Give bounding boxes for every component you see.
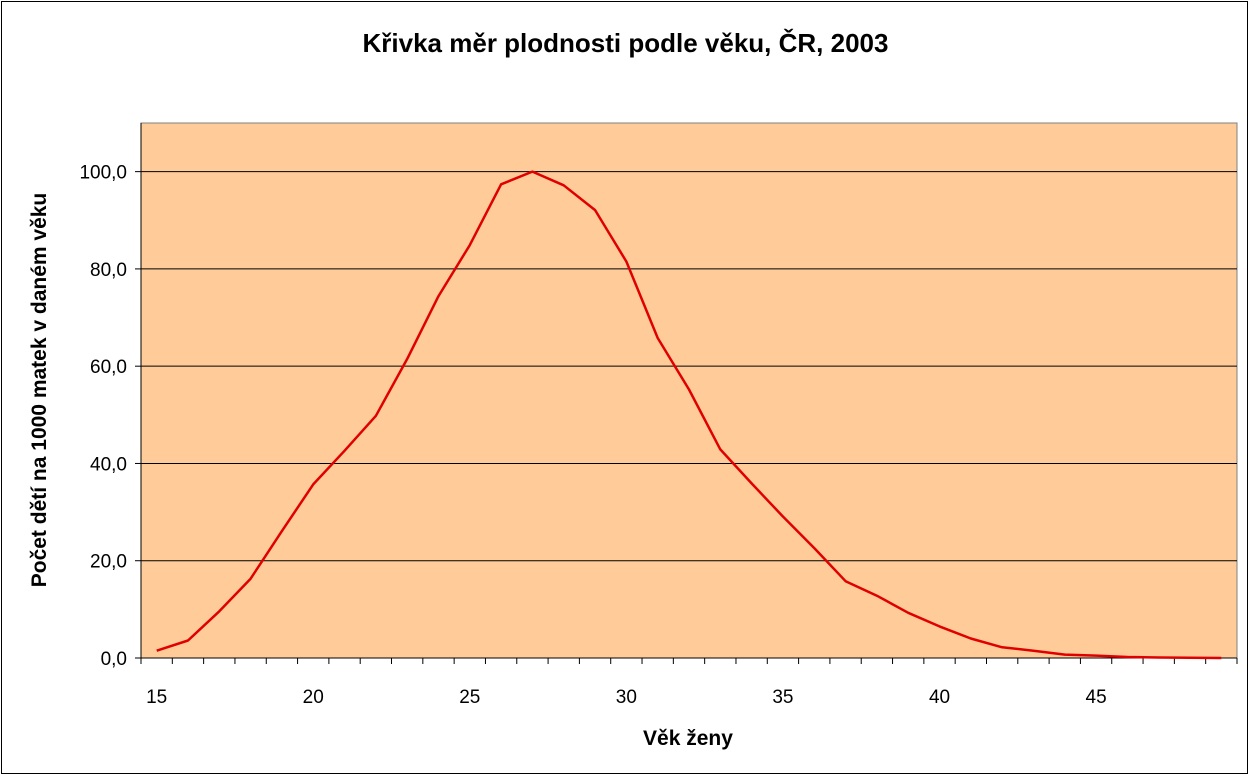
x-tick-label: 40 — [929, 687, 950, 708]
series-line — [156, 170, 1222, 660]
x-tick-label: 45 — [1086, 687, 1107, 708]
y-tick-label: 100,0 — [79, 163, 127, 184]
x-tick-label: 15 — [146, 687, 167, 708]
x-tick-label: 35 — [772, 687, 793, 708]
y-tick-label: 60,0 — [90, 357, 127, 378]
chart-title: Křivka měr plodnosti podle věku, ČR, 200… — [362, 28, 889, 58]
y-tick-label: 20,0 — [90, 552, 127, 573]
y-tick-label: 40,0 — [90, 454, 127, 475]
y-tick-label: 0,0 — [101, 649, 127, 670]
y-tick-label: 80,0 — [90, 260, 127, 281]
x-tick-label: 30 — [616, 687, 637, 708]
x-axis-label: Věk ženy — [643, 727, 733, 750]
x-tick-label: 20 — [303, 687, 324, 708]
x-tick-label: 25 — [459, 687, 480, 708]
plot-area — [140, 122, 1238, 659]
